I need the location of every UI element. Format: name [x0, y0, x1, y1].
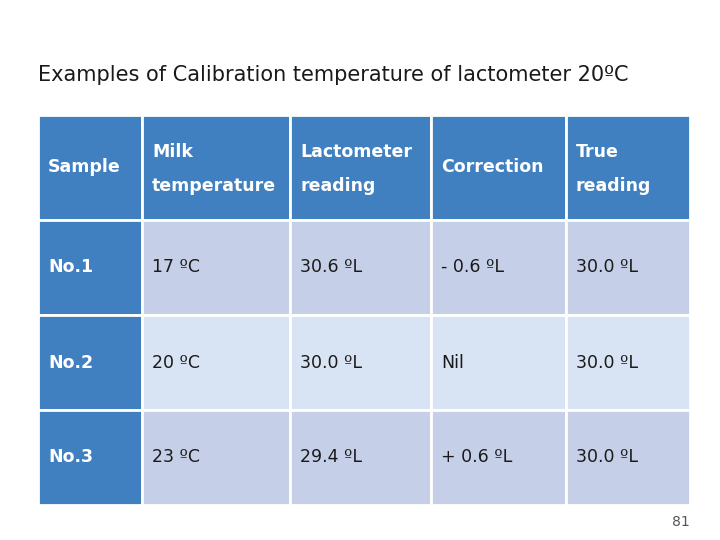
Bar — [142, 315, 290, 410]
Text: Correction: Correction — [441, 159, 544, 177]
Bar — [38, 410, 142, 505]
Bar — [566, 410, 690, 505]
Text: No.2: No.2 — [48, 354, 93, 372]
Text: - 0.6 ºL: - 0.6 ºL — [441, 259, 504, 276]
Bar — [566, 220, 690, 315]
Text: Sample: Sample — [48, 159, 121, 177]
Bar — [566, 115, 690, 220]
Text: 17 ºC: 17 ºC — [152, 259, 200, 276]
Text: 30.0 ºL: 30.0 ºL — [300, 354, 362, 372]
Text: reading: reading — [300, 178, 375, 195]
Bar — [431, 115, 566, 220]
Text: No.3: No.3 — [48, 449, 93, 467]
Text: 20 ºC: 20 ºC — [152, 354, 200, 372]
Text: Examples of Calibration temperature of lactometer 20ºC: Examples of Calibration temperature of l… — [38, 65, 629, 85]
Text: 81: 81 — [672, 515, 690, 529]
Bar — [566, 315, 690, 410]
Bar — [290, 315, 431, 410]
Bar — [142, 115, 290, 220]
Text: 29.4 ºL: 29.4 ºL — [300, 449, 362, 467]
Bar — [431, 220, 566, 315]
Bar — [38, 220, 142, 315]
Text: Lactometer: Lactometer — [300, 143, 412, 161]
Bar — [38, 115, 142, 220]
Text: 30.0 ºL: 30.0 ºL — [576, 449, 638, 467]
Bar — [431, 410, 566, 505]
Bar — [142, 410, 290, 505]
Text: True: True — [576, 143, 618, 161]
Text: 30.0 ºL: 30.0 ºL — [576, 354, 638, 372]
Bar — [38, 315, 142, 410]
Text: Nil: Nil — [441, 354, 464, 372]
Bar — [290, 220, 431, 315]
Text: 30.6 ºL: 30.6 ºL — [300, 259, 362, 276]
Bar — [142, 220, 290, 315]
Text: No.1: No.1 — [48, 259, 93, 276]
Text: Milk: Milk — [152, 143, 193, 161]
Bar — [290, 115, 431, 220]
Text: temperature: temperature — [152, 178, 276, 195]
Bar — [431, 315, 566, 410]
Text: 30.0 ºL: 30.0 ºL — [576, 259, 638, 276]
Text: + 0.6 ºL: + 0.6 ºL — [441, 449, 513, 467]
Text: reading: reading — [576, 178, 651, 195]
Bar — [290, 410, 431, 505]
Text: 23 ºC: 23 ºC — [152, 449, 200, 467]
